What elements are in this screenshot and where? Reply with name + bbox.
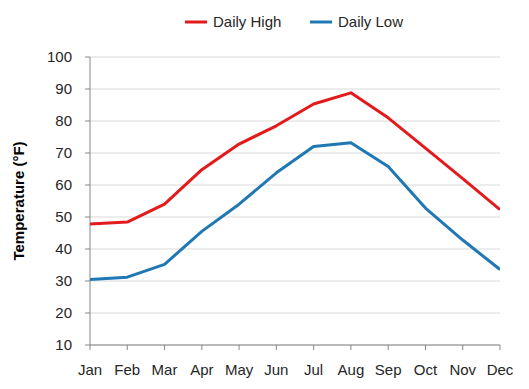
y-axis-label: Temperature (°F) [10,141,27,260]
legend-label: Daily Low [338,13,403,30]
y-tick [85,345,90,346]
grid-line [90,313,500,314]
x-tick-label: Oct [414,361,438,378]
y-tick-label: 80 [55,112,72,129]
y-tick-label: 100 [47,48,72,65]
y-tick [85,57,90,58]
x-tick-label: Feb [114,361,140,378]
x-tick [276,345,277,350]
y-tick-label: 70 [55,144,72,161]
x-tick [425,345,426,350]
x-tick [164,345,165,350]
y-tick [85,217,90,218]
y-tick-label: 50 [55,208,72,225]
y-tick [85,153,90,154]
legend-swatch [310,21,332,24]
y-tick [85,121,90,122]
x-tick [313,345,314,350]
x-tick-label: May [225,361,254,378]
plot-area [90,93,500,280]
grid-line [90,153,500,154]
y-tick-label: 20 [55,304,72,321]
chart: 10 20 30 40 50 60 70 80 90 100 Jan Feb Mar Apr May Jun J… [0,0,529,389]
y-tick [85,313,90,314]
grid-line [90,281,500,282]
x-tick [462,345,463,350]
x-tick [350,345,351,350]
x-tick-label: Jan [78,361,102,378]
y-tick [85,281,90,282]
x-tick-label: Jul [304,361,323,378]
x-tick [201,345,202,350]
y-tick-label: 40 [55,240,72,257]
x-tick [388,345,389,350]
y-tick-label: 30 [55,272,72,289]
grid-line [90,121,500,122]
y-tick-label: 90 [55,80,72,97]
x-tick-label: Apr [190,361,213,378]
x-tick-label: Sep [375,361,402,378]
legend-label: Daily High [213,13,281,30]
y-tick [85,249,90,250]
grid-line [90,89,500,90]
grid-line [90,57,500,58]
x-tick [127,345,128,350]
x-tick-label: Jun [264,361,288,378]
x-tick [500,345,501,350]
grid-line [90,345,500,346]
x-tick-label: Dec [487,361,514,378]
x-tick [90,345,91,350]
y-tick [85,89,90,90]
y-tick [85,185,90,186]
x-tick-label: Aug [338,361,365,378]
grid-line [90,185,500,186]
x-tick-label: Nov [449,361,476,378]
legend-swatch [185,21,207,24]
y-axis [90,57,91,345]
x-tick-label: Mar [152,361,178,378]
series-line [90,143,500,280]
y-tick-label: 10 [55,336,72,353]
grid-line [90,249,500,250]
x-tick [239,345,240,350]
x-axis [90,345,500,346]
y-tick-label: 60 [55,176,72,193]
